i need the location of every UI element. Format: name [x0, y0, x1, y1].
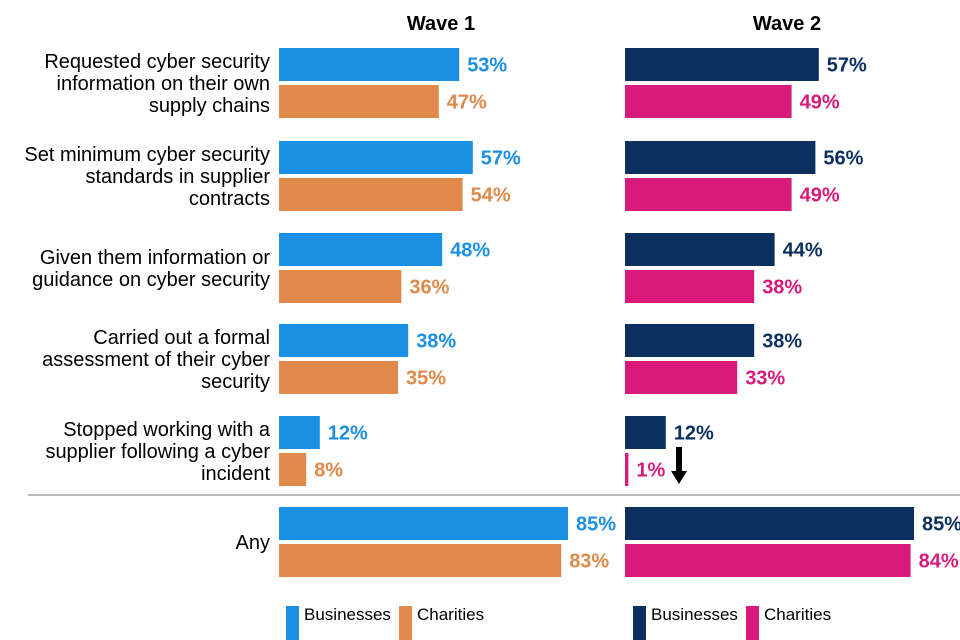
value-label: 85%: [576, 514, 616, 536]
bar-charities-wave-1: [279, 453, 307, 486]
category-label: Set minimum cyber security standards in s…: [24, 144, 270, 210]
category-labels: Requested cyber security information on t…: [24, 51, 270, 554]
category-label: Given them information or guidance on cyb…: [32, 247, 270, 291]
bar-charities-wave-1: [279, 178, 463, 211]
bar-charities-wave-2: [625, 361, 738, 394]
legend-label-businesses: Businesses: [304, 605, 391, 624]
value-label: 84%: [919, 551, 959, 573]
annotations: [671, 447, 687, 484]
value-label: 49%: [800, 92, 840, 114]
legend-swatch-businesses: [286, 606, 299, 640]
bar-businesses-wave-1: [279, 141, 473, 174]
value-label: 35%: [406, 368, 446, 390]
bar-businesses-wave-1: [279, 233, 443, 266]
value-labels: 53% 57% 48% 38% 12% 85% 47% 54% 36% 35% 8% 83% 57% 56…: [314, 55, 960, 573]
down-arrow-icon: [671, 447, 687, 484]
value-label: 85%: [922, 514, 960, 536]
bar-businesses-wave-2: [625, 324, 755, 357]
value-label: 48%: [450, 240, 490, 262]
bar-businesses-wave-1: [279, 48, 460, 81]
value-label: 44%: [783, 240, 823, 262]
value-label: 38%: [762, 331, 802, 353]
value-label: 49%: [800, 185, 840, 207]
value-label: 12%: [328, 423, 368, 445]
legend: Businesses Charities Businesses Charities: [286, 605, 831, 640]
panel-titles: Wave 1 Wave 2: [407, 13, 821, 35]
bar-charities-wave-2: [625, 544, 911, 577]
bar-charities-wave-1: [279, 270, 402, 303]
panel-title-wave-2: Wave 2: [753, 13, 821, 35]
bars: [279, 48, 914, 577]
bar-charities-wave-2: [625, 85, 792, 118]
bar-charities-wave-2: [625, 178, 792, 211]
bar-businesses-wave-2: [625, 141, 816, 174]
value-label: 38%: [762, 277, 802, 299]
bar-businesses-wave-2: [625, 416, 666, 449]
value-label: 57%: [481, 148, 521, 170]
legend-label-charities: Charities: [764, 605, 831, 624]
value-label: 36%: [409, 277, 449, 299]
bar-businesses-wave-2: [625, 233, 775, 266]
value-label: 83%: [569, 551, 609, 573]
bar-charities-wave-2: [625, 453, 629, 486]
legend-label-charities: Charities: [417, 605, 484, 624]
value-label: 56%: [823, 148, 863, 170]
category-label: Carried out a formal assessment of their …: [42, 327, 270, 393]
value-label: 54%: [471, 185, 511, 207]
value-label: 1%: [636, 460, 665, 482]
bar-businesses-wave-1: [279, 507, 568, 540]
category-label: Stopped working with a supplier following…: [45, 419, 270, 485]
value-label: 53%: [467, 55, 507, 77]
value-label: 57%: [827, 55, 867, 77]
bar-businesses-wave-1: [279, 416, 320, 449]
panel-title-wave-1: Wave 1: [407, 13, 475, 35]
value-label: 12%: [674, 423, 714, 445]
legend-swatch-charities: [399, 606, 412, 640]
value-label: 33%: [745, 368, 785, 390]
bar-businesses-wave-2: [625, 48, 819, 81]
bar-charities-wave-2: [625, 270, 755, 303]
value-label: 38%: [416, 331, 456, 353]
legend-label-businesses: Businesses: [651, 605, 738, 624]
legend-swatch-businesses: [633, 606, 646, 640]
value-label: 8%: [314, 460, 343, 482]
bar-charities-wave-1: [279, 361, 398, 394]
bar-charities-wave-1: [279, 544, 562, 577]
category-label: Requested cyber security information on t…: [44, 51, 270, 117]
bar-businesses-wave-1: [279, 324, 409, 357]
category-label: Any: [236, 532, 270, 554]
value-label: 47%: [447, 92, 487, 114]
legend-swatch-charities: [746, 606, 759, 640]
bar-businesses-wave-2: [625, 507, 914, 540]
bar-charities-wave-1: [279, 85, 439, 118]
